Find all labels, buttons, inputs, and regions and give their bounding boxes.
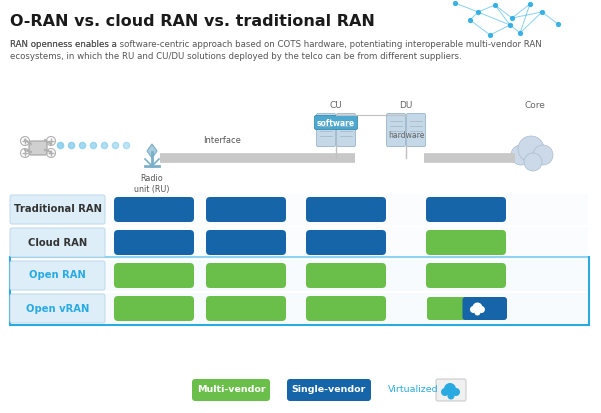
FancyBboxPatch shape (206, 197, 286, 222)
FancyBboxPatch shape (10, 261, 105, 290)
FancyBboxPatch shape (192, 379, 270, 401)
FancyBboxPatch shape (306, 230, 386, 255)
Text: software: software (317, 119, 355, 128)
FancyBboxPatch shape (337, 114, 356, 147)
Text: RAN openness enables a software-centric approach based on COTS hardware, potenti: RAN openness enables a software-centric … (10, 40, 542, 61)
FancyArrowPatch shape (216, 156, 228, 161)
FancyBboxPatch shape (11, 194, 588, 225)
FancyBboxPatch shape (114, 263, 194, 288)
FancyBboxPatch shape (436, 379, 466, 401)
Polygon shape (147, 144, 157, 158)
Text: Single-vendor: Single-vendor (292, 385, 366, 394)
Circle shape (448, 392, 454, 399)
Circle shape (472, 302, 483, 313)
Text: Open RAN: Open RAN (29, 271, 86, 280)
Text: Cloud RAN: Cloud RAN (28, 237, 87, 247)
FancyBboxPatch shape (287, 379, 371, 401)
Circle shape (518, 136, 544, 162)
FancyBboxPatch shape (306, 197, 386, 222)
FancyBboxPatch shape (314, 116, 358, 130)
FancyBboxPatch shape (406, 114, 426, 147)
Text: Multi-vendor: Multi-vendor (197, 385, 265, 394)
Circle shape (533, 145, 553, 165)
Circle shape (474, 309, 480, 316)
Circle shape (444, 383, 456, 395)
FancyBboxPatch shape (114, 296, 194, 321)
Text: DU: DU (399, 101, 413, 110)
FancyBboxPatch shape (206, 263, 286, 288)
FancyBboxPatch shape (206, 230, 286, 255)
FancyBboxPatch shape (11, 227, 588, 258)
FancyBboxPatch shape (10, 294, 105, 323)
FancyBboxPatch shape (11, 293, 588, 324)
Text: Interface: Interface (203, 136, 241, 145)
FancyBboxPatch shape (206, 296, 286, 321)
FancyBboxPatch shape (306, 296, 386, 321)
Text: Virtualized: Virtualized (388, 385, 439, 394)
Text: CU: CU (329, 101, 343, 110)
Text: Open vRAN: Open vRAN (26, 304, 89, 313)
Text: Radio
unit (RU): Radio unit (RU) (134, 174, 169, 194)
FancyBboxPatch shape (427, 297, 474, 320)
FancyBboxPatch shape (114, 197, 194, 222)
FancyBboxPatch shape (306, 263, 386, 288)
FancyBboxPatch shape (114, 230, 194, 255)
Circle shape (511, 145, 531, 165)
FancyBboxPatch shape (426, 197, 506, 222)
Circle shape (524, 153, 542, 171)
Text: RAN openness enables a: RAN openness enables a (10, 40, 120, 49)
FancyBboxPatch shape (462, 297, 507, 320)
Circle shape (441, 388, 449, 396)
FancyBboxPatch shape (10, 228, 105, 257)
Text: O-RAN vs. cloud RAN vs. traditional RAN: O-RAN vs. cloud RAN vs. traditional RAN (10, 14, 375, 29)
Circle shape (470, 306, 477, 313)
FancyBboxPatch shape (29, 141, 47, 155)
Circle shape (478, 306, 485, 313)
Circle shape (452, 388, 460, 396)
Text: hardware: hardware (388, 131, 424, 140)
Text: Core: Core (525, 101, 546, 110)
FancyBboxPatch shape (386, 114, 406, 147)
FancyBboxPatch shape (11, 260, 588, 291)
FancyBboxPatch shape (426, 230, 506, 255)
FancyBboxPatch shape (10, 195, 105, 224)
FancyBboxPatch shape (426, 263, 506, 288)
FancyBboxPatch shape (317, 114, 335, 147)
Text: Traditional RAN: Traditional RAN (13, 204, 102, 214)
